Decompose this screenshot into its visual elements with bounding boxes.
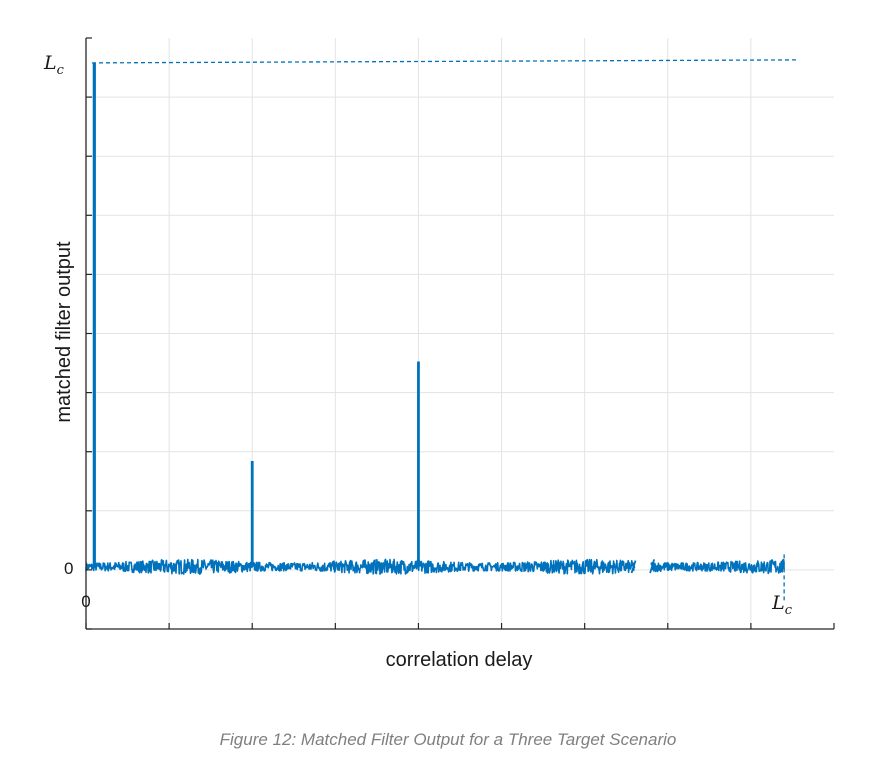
noise-floor-series xyxy=(85,558,785,575)
chart-grid xyxy=(86,38,834,629)
chart-axes xyxy=(85,37,835,630)
y-tick-label-1: 0 xyxy=(64,559,73,578)
y-tick-label-2: Lc xyxy=(43,52,65,78)
y-tick-label-2-subscript: c xyxy=(57,63,65,78)
axis-break-mark xyxy=(649,559,656,574)
x-tick-label-2-subscript: c xyxy=(785,603,793,618)
peak-series xyxy=(92,62,420,567)
axis-break-mark xyxy=(630,560,637,574)
reference-lines xyxy=(91,59,799,601)
x-tick-label-1: 0 xyxy=(81,592,90,611)
figure-caption: Figure 12: Matched Filter Output for a T… xyxy=(219,730,677,749)
noise-segment-1 xyxy=(85,558,636,575)
reference-line-horizontal xyxy=(91,59,799,64)
y-axis-label: matched filter output xyxy=(53,241,75,423)
matched-filter-chart: 0 Lc 0 Lc correlation delay matched filter … xyxy=(43,37,835,671)
noise-segment-2 xyxy=(650,558,785,575)
x-axis-label: correlation delay xyxy=(386,649,533,671)
x-tick-label-2: Lc xyxy=(771,592,793,618)
